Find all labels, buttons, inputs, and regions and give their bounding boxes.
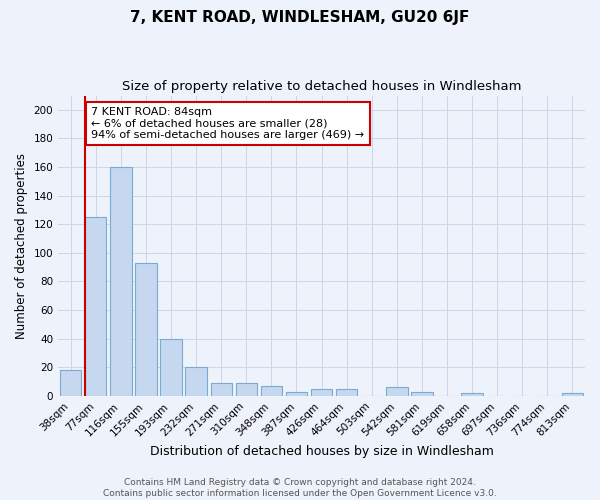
Y-axis label: Number of detached properties: Number of detached properties: [15, 152, 28, 338]
Bar: [286, 392, 307, 396]
Bar: [336, 388, 358, 396]
Bar: [311, 388, 332, 396]
Bar: [261, 386, 282, 396]
Bar: [60, 370, 82, 396]
Bar: [136, 263, 157, 396]
Bar: [461, 393, 483, 396]
Bar: [185, 367, 207, 396]
Bar: [211, 383, 232, 396]
Bar: [110, 167, 131, 396]
Title: Size of property relative to detached houses in Windlesham: Size of property relative to detached ho…: [122, 80, 521, 93]
Bar: [411, 392, 433, 396]
Bar: [85, 217, 106, 396]
Text: 7 KENT ROAD: 84sqm
← 6% of detached houses are smaller (28)
94% of semi-detached: 7 KENT ROAD: 84sqm ← 6% of detached hous…: [91, 107, 365, 140]
Bar: [386, 388, 407, 396]
Bar: [562, 393, 583, 396]
Bar: [236, 383, 257, 396]
Text: 7, KENT ROAD, WINDLESHAM, GU20 6JF: 7, KENT ROAD, WINDLESHAM, GU20 6JF: [130, 10, 470, 25]
Text: Contains HM Land Registry data © Crown copyright and database right 2024.
Contai: Contains HM Land Registry data © Crown c…: [103, 478, 497, 498]
Bar: [160, 338, 182, 396]
X-axis label: Distribution of detached houses by size in Windlesham: Distribution of detached houses by size …: [149, 444, 494, 458]
